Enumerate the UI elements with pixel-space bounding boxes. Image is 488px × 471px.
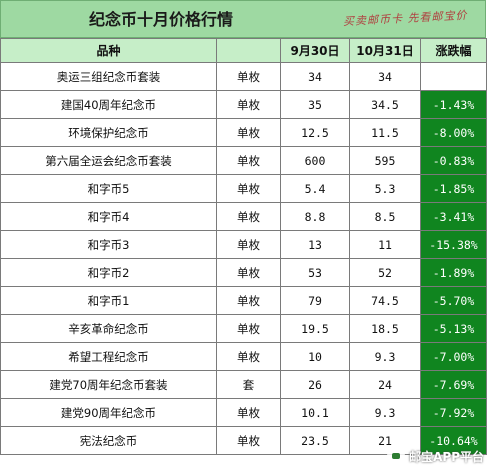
cell-oct31: 9.3 (349, 342, 421, 371)
watermark: 邮宝APP平台 (387, 447, 484, 465)
header-unit (216, 38, 281, 63)
cell-unit: 单枚 (216, 118, 281, 147)
cell-unit: 单枚 (216, 62, 281, 91)
table-row: 第六届全运会纪念币套装 单枚 600 595 -0.83% (0, 146, 487, 175)
cell-oct31: 9.3 (349, 398, 421, 427)
cell-name: 和字币4 (0, 202, 217, 231)
cell-change: -5.13% (420, 314, 487, 343)
cell-oct31: 21 (349, 426, 421, 455)
table-row: 和字币2 单枚 53 52 -1.89% (0, 258, 487, 287)
cell-unit: 单枚 (216, 258, 281, 287)
cell-name: 建国40周年纪念币 (0, 90, 217, 119)
table-row: 希望工程纪念币 单枚 10 9.3 -7.00% (0, 342, 487, 371)
cell-unit: 单枚 (216, 314, 281, 343)
cell-unit: 单枚 (216, 342, 281, 371)
table-row: 和字币3 单枚 13 11 -15.38% (0, 230, 487, 259)
cell-oct31: 8.5 (349, 202, 421, 231)
cell-sep30: 26 (280, 370, 350, 399)
cell-unit: 单枚 (216, 174, 281, 203)
cell-unit: 单枚 (216, 202, 281, 231)
cell-oct31: 5.3 (349, 174, 421, 203)
cell-change: -5.70% (420, 286, 487, 315)
table-row: 建党90周年纪念币 单枚 10.1 9.3 -7.92% (0, 398, 487, 427)
cell-change: -7.00% (420, 342, 487, 371)
cell-sep30: 53 (280, 258, 350, 287)
table-header-row: 品种 9月30日 10月31日 涨跌幅 (0, 38, 487, 63)
header-name: 品种 (0, 38, 217, 63)
cell-change: -10.64% (420, 426, 487, 455)
page-title: 纪念币十月价格行情 (88, 10, 233, 29)
cell-name: 辛亥革命纪念币 (0, 314, 217, 343)
cell-oct31: 595 (349, 146, 421, 175)
cell-oct31: 24 (349, 370, 421, 399)
header-oct31: 10月31日 (349, 38, 421, 63)
cell-change: -15.38% (420, 230, 487, 259)
cell-unit: 单枚 (216, 90, 281, 119)
cell-change: -7.69% (420, 370, 487, 399)
table-row: 奥运三组纪念币套装 单枚 34 34 (0, 62, 487, 91)
cell-change: -7.92% (420, 398, 487, 427)
cell-name: 希望工程纪念币 (0, 342, 217, 371)
cell-sep30: 79 (280, 286, 350, 315)
cell-sep30: 12.5 (280, 118, 350, 147)
cell-name: 宪法纪念币 (0, 426, 217, 455)
cell-name: 奥运三组纪念币套装 (0, 62, 217, 91)
cell-name: 环境保护纪念币 (0, 118, 217, 147)
table-row: 和字币4 单枚 8.8 8.5 -3.41% (0, 202, 487, 231)
cell-unit: 单枚 (216, 146, 281, 175)
cell-sep30: 23.5 (280, 426, 350, 455)
header-change: 涨跌幅 (420, 38, 487, 63)
cell-change: -1.85% (420, 174, 487, 203)
cell-sep30: 5.4 (280, 174, 350, 203)
cell-change: -0.83% (420, 146, 487, 175)
price-table: 品种 9月30日 10月31日 涨跌幅 奥运三组纪念币套装 单枚 34 34 建… (0, 38, 487, 455)
header-sep30: 9月30日 (280, 38, 350, 63)
table-row: 环境保护纪念币 单枚 12.5 11.5 -8.00% (0, 118, 487, 147)
table-row: 和字币1 单枚 79 74.5 -5.70% (0, 286, 487, 315)
table-row: 宪法纪念币 单枚 23.5 21 -10.64% (0, 426, 487, 455)
table-row: 建国40周年纪念币 单枚 35 34.5 -1.43% (0, 90, 487, 119)
cell-sep30: 10 (280, 342, 350, 371)
cell-unit: 单枚 (216, 398, 281, 427)
cell-unit: 套 (216, 370, 281, 399)
cell-name: 和字币1 (0, 286, 217, 315)
cell-change: -1.43% (420, 90, 487, 119)
cell-oct31: 74.5 (349, 286, 421, 315)
cell-change: -8.00% (420, 118, 487, 147)
cell-sep30: 34 (280, 62, 350, 91)
cell-unit: 单枚 (216, 230, 281, 259)
cell-name: 第六届全运会纪念币套装 (0, 146, 217, 175)
cell-name: 建党70周年纪念币套装 (0, 370, 217, 399)
cell-oct31: 34.5 (349, 90, 421, 119)
cell-unit: 单枚 (216, 426, 281, 455)
cell-sep30: 19.5 (280, 314, 350, 343)
cell-oct31: 34 (349, 62, 421, 91)
cell-sep30: 10.1 (280, 398, 350, 427)
title-bar: 纪念币十月价格行情 买卖邮币卡 先看邮宝价 (0, 0, 486, 38)
watermark-text: 邮宝APP平台 (409, 449, 484, 464)
cell-oct31: 52 (349, 258, 421, 287)
table-row: 和字币5 单枚 5.4 5.3 -1.85% (0, 174, 487, 203)
tagline: 买卖邮币卡 先看邮宝价 (342, 8, 468, 29)
cell-name: 和字币3 (0, 230, 217, 259)
cell-name: 和字币5 (0, 174, 217, 203)
cell-name: 建党90周年纪念币 (0, 398, 217, 427)
cell-name: 和字币2 (0, 258, 217, 287)
cell-sep30: 35 (280, 90, 350, 119)
cell-sep30: 600 (280, 146, 350, 175)
cell-sep30: 13 (280, 230, 350, 259)
cell-change (420, 62, 487, 91)
cell-oct31: 11.5 (349, 118, 421, 147)
cell-change: -1.89% (420, 258, 487, 287)
cell-oct31: 11 (349, 230, 421, 259)
table-row: 辛亥革命纪念币 单枚 19.5 18.5 -5.13% (0, 314, 487, 343)
table-row: 建党70周年纪念币套装 套 26 24 -7.69% (0, 370, 487, 399)
cell-oct31: 18.5 (349, 314, 421, 343)
cell-change: -3.41% (420, 202, 487, 231)
wechat-logo-icon (387, 447, 406, 465)
cell-unit: 单枚 (216, 286, 281, 315)
cell-sep30: 8.8 (280, 202, 350, 231)
